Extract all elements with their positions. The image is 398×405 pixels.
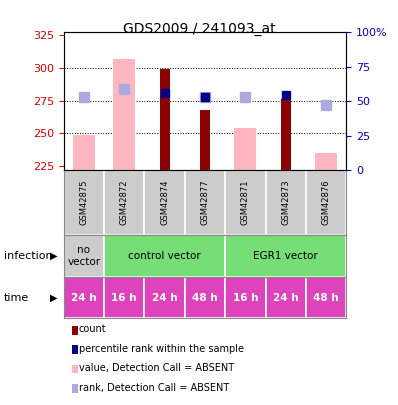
Text: GSM42874: GSM42874 xyxy=(160,180,169,225)
Text: GDS2009 / 241093_at: GDS2009 / 241093_at xyxy=(123,22,275,36)
Text: percentile rank within the sample: percentile rank within the sample xyxy=(79,344,244,354)
Text: control vector: control vector xyxy=(128,251,201,261)
Bar xyxy=(234,128,256,170)
Text: value, Detection Call = ABSENT: value, Detection Call = ABSENT xyxy=(79,363,234,373)
Bar xyxy=(306,170,346,235)
Bar xyxy=(185,170,225,235)
Text: EGR1 vector: EGR1 vector xyxy=(254,251,318,261)
Text: GSM42877: GSM42877 xyxy=(201,180,209,225)
Text: 24 h: 24 h xyxy=(71,293,97,303)
Bar xyxy=(144,170,185,235)
Text: 16 h: 16 h xyxy=(111,293,137,303)
Bar xyxy=(64,235,104,277)
Bar xyxy=(265,277,306,318)
Text: 48 h: 48 h xyxy=(313,293,339,303)
Bar xyxy=(200,110,210,170)
Text: rank, Detection Call = ABSENT: rank, Detection Call = ABSENT xyxy=(79,383,229,392)
Text: ▶: ▶ xyxy=(50,251,57,261)
Bar xyxy=(64,277,104,318)
Text: GSM42871: GSM42871 xyxy=(241,180,250,225)
Text: infection: infection xyxy=(4,251,53,261)
Bar xyxy=(160,69,170,170)
Bar xyxy=(265,170,306,235)
Bar xyxy=(225,235,346,277)
Text: time: time xyxy=(4,293,29,303)
Bar xyxy=(225,277,265,318)
Text: GSM42875: GSM42875 xyxy=(79,180,88,225)
Bar xyxy=(104,235,225,277)
Text: GSM42872: GSM42872 xyxy=(120,180,129,225)
Bar xyxy=(113,59,135,170)
Text: ▶: ▶ xyxy=(50,293,57,303)
Bar xyxy=(144,277,185,318)
Bar xyxy=(315,153,337,170)
Text: no
vector: no vector xyxy=(67,245,100,267)
Text: 16 h: 16 h xyxy=(232,293,258,303)
Bar xyxy=(281,99,291,170)
Bar xyxy=(73,135,95,170)
Text: 24 h: 24 h xyxy=(152,293,178,303)
Text: count: count xyxy=(79,324,106,334)
Bar xyxy=(306,277,346,318)
Text: GSM42873: GSM42873 xyxy=(281,180,290,225)
Bar xyxy=(64,170,104,235)
Text: 48 h: 48 h xyxy=(192,293,218,303)
Bar xyxy=(104,170,144,235)
Text: GSM42876: GSM42876 xyxy=(322,180,331,225)
Bar xyxy=(104,277,144,318)
Text: 24 h: 24 h xyxy=(273,293,298,303)
Bar xyxy=(225,170,265,235)
Bar xyxy=(185,277,225,318)
